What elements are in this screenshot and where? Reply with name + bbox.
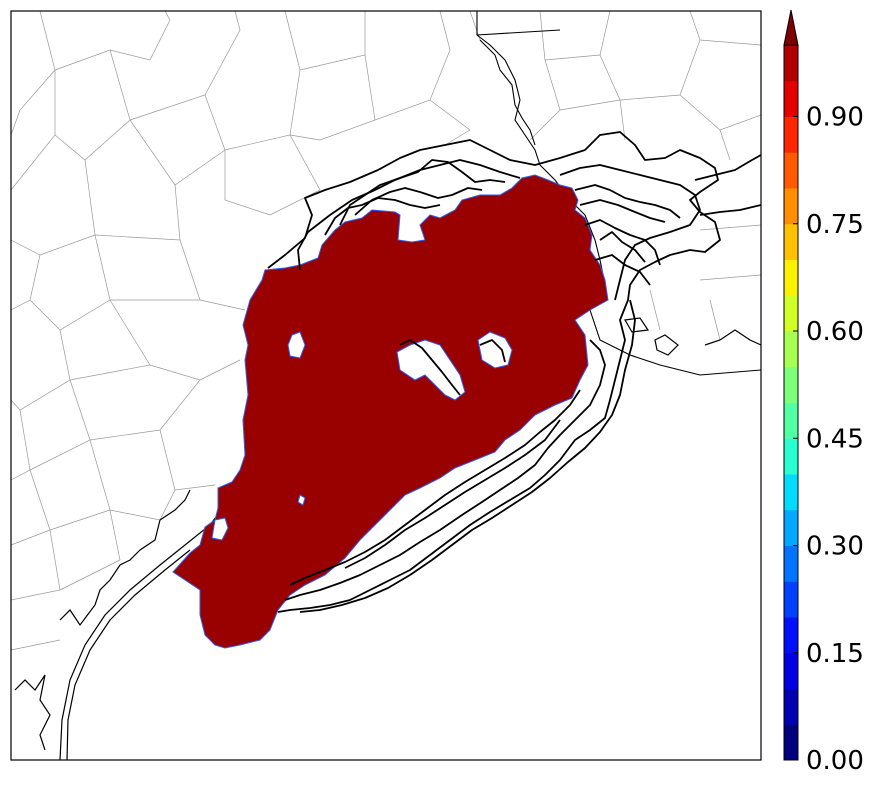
colorbar-frame	[783, 44, 799, 761]
colorbar-segment	[784, 116, 798, 153]
colorbar-tick-label: 0.90	[806, 103, 864, 133]
track-outline	[289, 389, 581, 586]
county-line	[59, 509, 121, 591]
track-extension	[694, 154, 761, 181]
county-line	[539, 11, 611, 61]
colorbar-segment	[784, 652, 798, 689]
track-inner	[479, 339, 506, 363]
county-line	[699, 39, 761, 46]
colorbar-segment	[784, 438, 798, 475]
coastline-louisiana	[704, 329, 761, 346]
colorbar-segment	[784, 80, 798, 117]
county-line	[429, 99, 471, 146]
county-line	[199, 299, 246, 311]
colorbar-segment	[784, 188, 798, 225]
colorbar-segment	[784, 474, 798, 511]
track-outline	[559, 164, 701, 301]
probability-field	[172, 174, 609, 649]
county-line	[11, 134, 56, 191]
coastline-bays	[59, 489, 191, 627]
county-line	[11, 159, 96, 256]
colorbar-segment	[784, 509, 798, 546]
colorbar-ticks: 0.00 0.15 0.30 0.45 0.60 0.75 0.90	[793, 103, 864, 776]
colorbar-segment	[784, 581, 798, 618]
colorbar-segment	[784, 402, 798, 439]
colorbar-segment	[784, 331, 798, 368]
colorbar-segment	[784, 259, 798, 296]
county-line	[11, 639, 61, 651]
track-outline	[267, 131, 721, 613]
colorbar-segment	[784, 45, 798, 82]
colorbar-segment	[784, 366, 798, 403]
sabine-lake	[589, 309, 761, 376]
track-inner	[339, 159, 506, 226]
county-boundaries	[11, 11, 761, 651]
coastline-bays	[14, 674, 51, 751]
coastline-barrier	[66, 549, 191, 760]
colorbar-segment	[784, 688, 798, 725]
track-inner	[584, 219, 661, 266]
track-inner	[324, 197, 441, 236]
track-extension	[699, 204, 761, 216]
colorbar-tick-label: 0.45	[806, 424, 864, 454]
state-border-ar-tx	[476, 29, 561, 36]
map-frame	[10, 10, 762, 761]
county-line	[559, 99, 621, 111]
colorbar-segment	[784, 545, 798, 582]
colorbar-tick-label: 0.75	[806, 210, 864, 240]
county-line	[129, 94, 226, 186]
county-line	[224, 11, 301, 151]
county-line	[29, 234, 111, 331]
colorbar-segments	[784, 45, 798, 761]
county-line	[619, 99, 626, 141]
state-boundaries	[476, 11, 761, 376]
colorbar-extend-arrow	[783, 9, 799, 46]
county-line	[129, 11, 241, 121]
county-line	[289, 54, 376, 141]
track-outline	[284, 339, 606, 601]
colorbar-segment	[784, 223, 798, 260]
county-line	[699, 274, 761, 281]
colorbar-tick-label: 0.00	[806, 746, 864, 776]
colorbar-tick-label: 0.15	[806, 639, 864, 669]
colorbar-segment	[784, 617, 798, 654]
track-inner	[399, 339, 461, 396]
county-line	[224, 134, 321, 216]
county-line	[649, 289, 661, 331]
county-line	[54, 11, 171, 71]
colorbar-segment	[784, 724, 798, 761]
track-inner	[579, 199, 666, 223]
track-outline	[344, 419, 561, 569]
coastline-gulf	[59, 504, 226, 760]
county-line	[374, 11, 451, 121]
county-line	[699, 224, 761, 231]
track-inner	[594, 254, 651, 286]
colorbar-segment	[784, 152, 798, 189]
track-inner	[574, 184, 681, 219]
colorbar: 0.00 0.15 0.30 0.45 0.60 0.75 0.90	[783, 9, 864, 776]
coastline	[14, 317, 761, 760]
ensemble-tracks	[267, 131, 761, 613]
colorbar-tick-label: 0.60	[806, 317, 864, 347]
coastline-lake	[654, 334, 679, 356]
county-line	[719, 129, 731, 161]
track-outline	[299, 299, 636, 613]
colorbar-segment	[784, 295, 798, 332]
probability-swath	[172, 174, 609, 649]
colorbar-tick-label: 0.30	[806, 532, 864, 562]
county-line	[709, 299, 721, 341]
track-inner	[599, 231, 646, 263]
state-border-tx-la	[476, 11, 606, 311]
toledo-bend-reservoir	[479, 39, 536, 146]
county-line	[11, 329, 71, 411]
county-line	[11, 11, 56, 136]
